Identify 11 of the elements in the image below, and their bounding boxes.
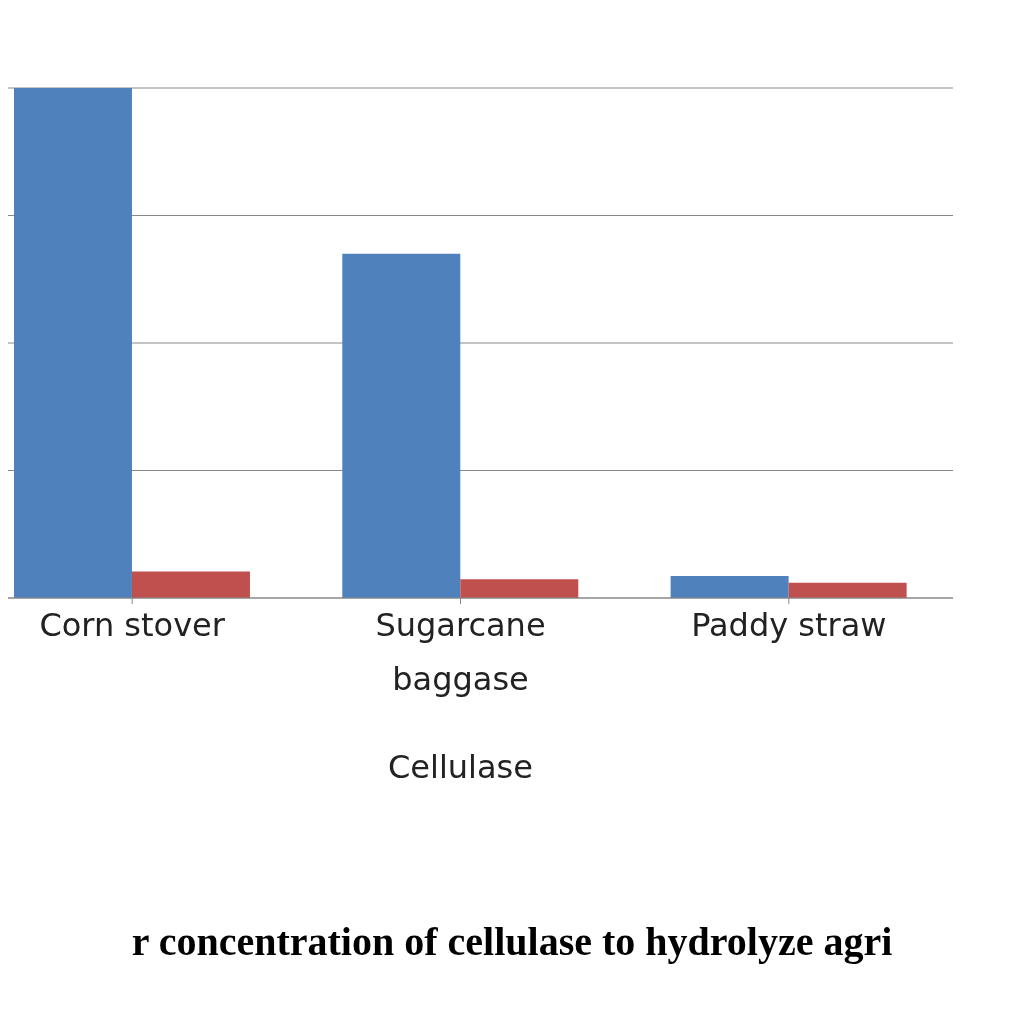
text: r concentration of cellulase to hydrolyze agri bbox=[130, 918, 894, 965]
bar bbox=[788, 582, 907, 598]
bar bbox=[670, 576, 789, 598]
x-tick-label: Corn stover bbox=[39, 606, 226, 644]
bar bbox=[131, 571, 250, 598]
bar bbox=[13, 88, 132, 598]
bar bbox=[460, 579, 579, 598]
x-tick-label: Sugarcane baggase bbox=[375, 606, 546, 698]
bar bbox=[342, 253, 461, 598]
x-tick-label: Paddy straw bbox=[691, 606, 887, 644]
x-axis-title: Cellulase bbox=[388, 748, 533, 786]
